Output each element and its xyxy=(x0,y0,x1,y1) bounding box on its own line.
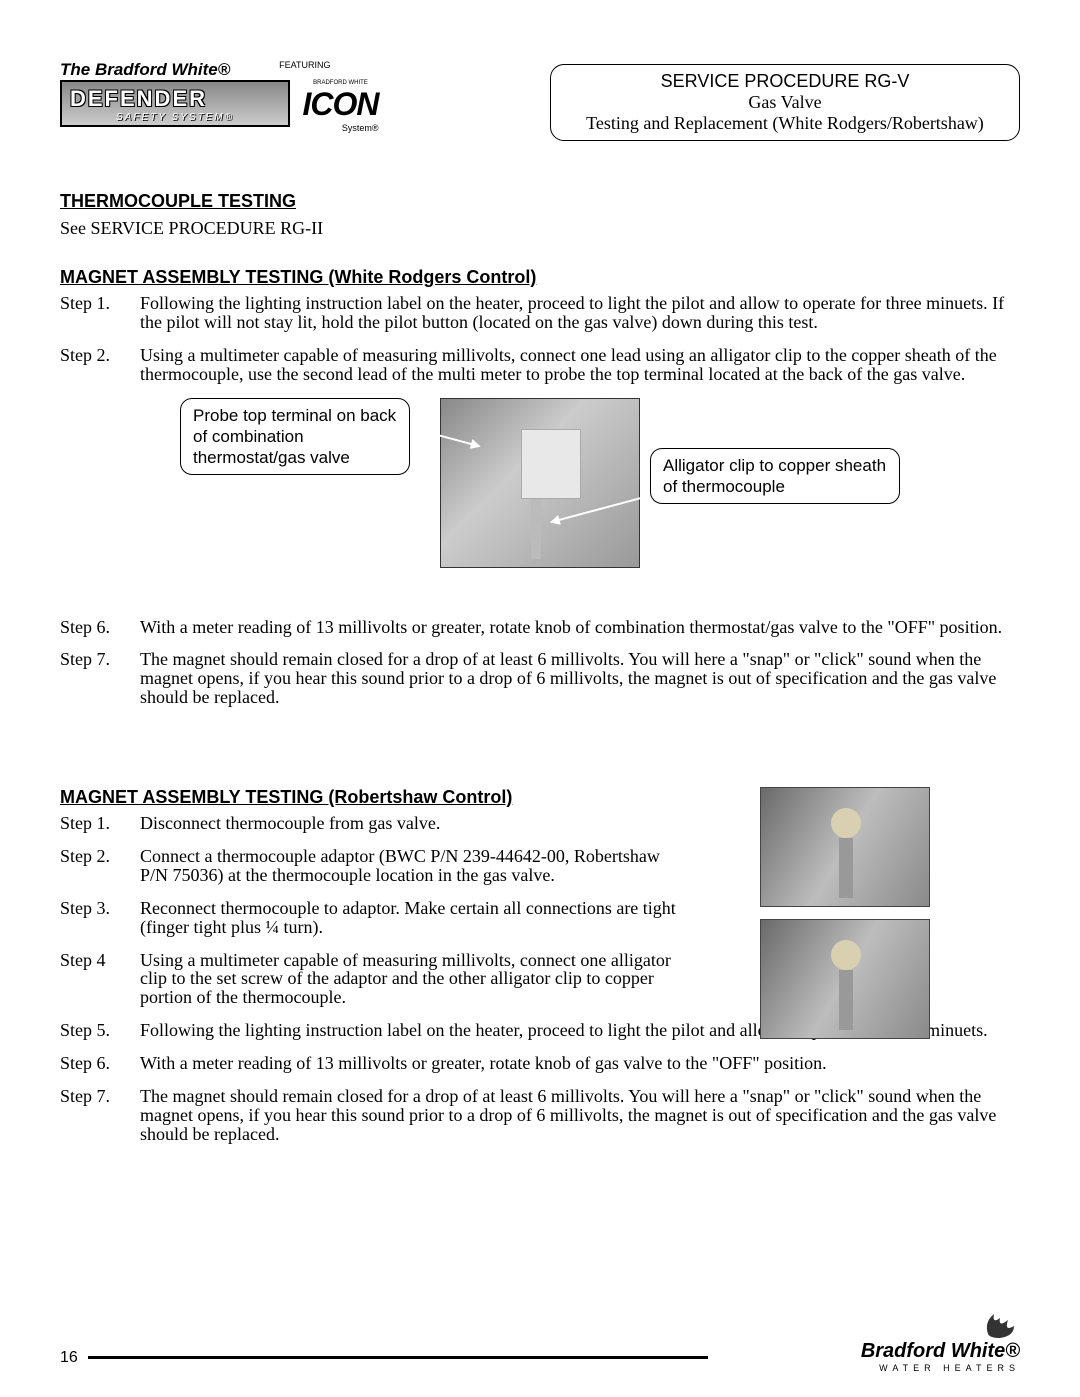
procedure-desc: Testing and Replacement (White Rodgers/R… xyxy=(565,113,1005,134)
footer-brand-sub: WATER HEATERS xyxy=(861,1363,1020,1373)
footer-brand-name: Bradford White® xyxy=(861,1340,1020,1363)
step-label: Step 1. xyxy=(60,814,140,833)
step-label: Step 4 xyxy=(60,951,140,1008)
icon-system-logo: BRADFORD WHITE ICON System® xyxy=(302,80,378,133)
robertshaw-photo-1 xyxy=(760,787,930,907)
procedure-code: SERVICE PROCEDURE RG-V xyxy=(565,71,1005,92)
page-header: The Bradford White® FEATURING DEFENDER S… xyxy=(60,60,1020,141)
step-text: Using a multimeter capable of measuring … xyxy=(140,951,690,1008)
wr-step-6: Step 6. With a meter reading of 13 milli… xyxy=(60,618,1020,637)
page-footer: 16 Bradford White® WATER HEATERS xyxy=(60,1349,1020,1367)
step-text: The magnet should remain closed for a dr… xyxy=(140,650,1020,707)
step-text: With a meter reading of 13 millivolts or… xyxy=(140,1054,1020,1073)
step-label: Step 7. xyxy=(60,1087,140,1144)
rs-step-7: Step 7. The magnet should remain closed … xyxy=(60,1087,1020,1144)
safety-system-text: SAFETY SYSTEM® xyxy=(70,112,280,123)
step-label: Step 5. xyxy=(60,1021,140,1040)
procedure-subject: Gas Valve xyxy=(565,92,1005,113)
footer-brand-block: Bradford White® WATER HEATERS xyxy=(861,1304,1020,1373)
step-text: Reconnect thermocouple to adaptor. Make … xyxy=(140,899,690,937)
defender-text: DEFENDER xyxy=(70,86,280,112)
gas-valve-photo xyxy=(440,398,640,568)
wr-figure: Probe top terminal on back of combinatio… xyxy=(60,398,1020,598)
thermocouple-reference: See SERVICE PROCEDURE RG-II xyxy=(60,218,1020,239)
step-label: Step 6. xyxy=(60,618,140,637)
page-number: 16 xyxy=(60,1349,78,1367)
featuring-label: FEATURING xyxy=(279,60,330,70)
brand-name: The Bradford White® xyxy=(60,60,230,79)
wr-step-1: Step 1. Following the lighting instructi… xyxy=(60,294,1020,332)
footer-rule xyxy=(88,1356,708,1359)
step-label: Step 7. xyxy=(60,650,140,707)
defender-logo: DEFENDER SAFETY SYSTEM® xyxy=(60,80,290,127)
wr-step-7: Step 7. The magnet should remain closed … xyxy=(60,650,1020,707)
flame-icon xyxy=(980,1304,1020,1340)
rs-step-3: Step 3. Reconnect thermocouple to adapto… xyxy=(60,899,690,937)
robertshaw-photo-2 xyxy=(760,919,930,1039)
step-label: Step 2. xyxy=(60,346,140,384)
brand-logo-block: The Bradford White® FEATURING DEFENDER S… xyxy=(60,60,430,133)
procedure-title-box: SERVICE PROCEDURE RG-V Gas Valve Testing… xyxy=(550,64,1020,141)
callout-probe-terminal: Probe top terminal on back of combinatio… xyxy=(180,398,410,476)
icon-system-sub: System® xyxy=(302,123,378,133)
step-text: Connect a thermocouple adaptor (BWC P/N … xyxy=(140,847,690,885)
step-label: Step 2. xyxy=(60,847,140,885)
icon-text: ICON xyxy=(302,86,378,123)
wr-step-2: Step 2. Using a multimeter capable of me… xyxy=(60,346,1020,384)
thermocouple-heading: THERMOCOUPLE TESTING xyxy=(60,191,1020,212)
step-text: Using a multimeter capable of measuring … xyxy=(140,346,1020,384)
step-text: The magnet should remain closed for a dr… xyxy=(140,1087,1020,1144)
robertshaw-photos xyxy=(760,787,930,1051)
step-text: With a meter reading of 13 millivolts or… xyxy=(140,618,1020,637)
step-label: Step 3. xyxy=(60,899,140,937)
rs-step-6: Step 6. With a meter reading of 13 milli… xyxy=(60,1054,1020,1073)
magnet-wr-heading: MAGNET ASSEMBLY TESTING (White Rodgers C… xyxy=(60,267,1020,288)
rs-step-1: Step 1. Disconnect thermocouple from gas… xyxy=(60,814,690,833)
step-text: Following the lighting instruction label… xyxy=(140,294,1020,332)
callout-alligator-clip: Alligator clip to copper sheath of therm… xyxy=(650,448,900,505)
step-text: Disconnect thermocouple from gas valve. xyxy=(140,814,690,833)
step-label: Step 6. xyxy=(60,1054,140,1073)
rs-step-4: Step 4 Using a multimeter capable of mea… xyxy=(60,951,690,1008)
step-label: Step 1. xyxy=(60,294,140,332)
rs-step-2: Step 2. Connect a thermocouple adaptor (… xyxy=(60,847,690,885)
